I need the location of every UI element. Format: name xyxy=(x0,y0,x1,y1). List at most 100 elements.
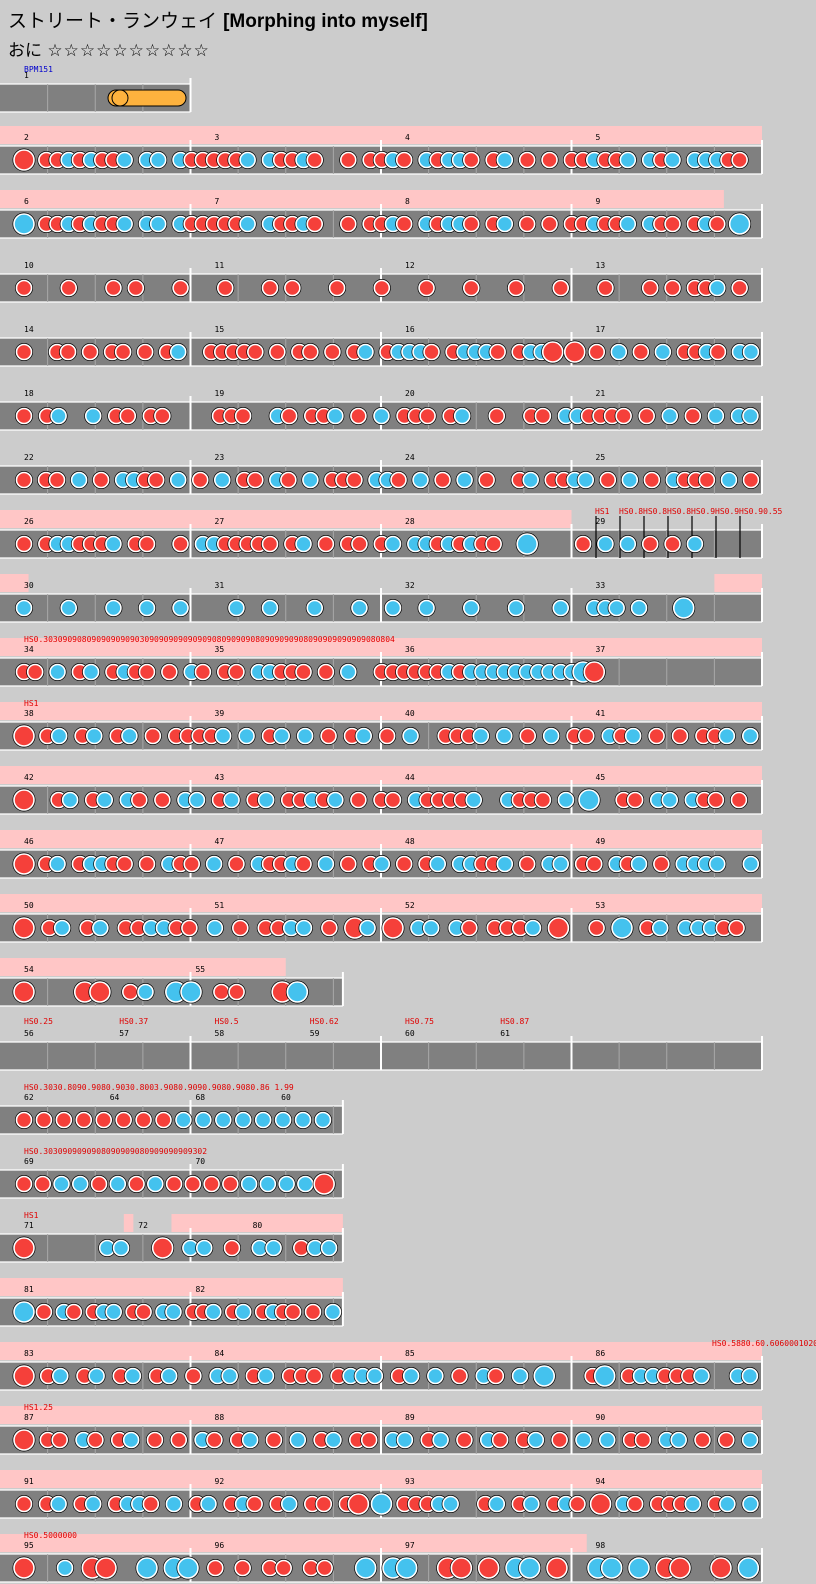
note-outline xyxy=(511,1367,530,1385)
scroll-event-text: HS0.303090908090909090903090909090909090… xyxy=(24,635,395,644)
ka-note xyxy=(456,471,473,489)
ka-note xyxy=(49,855,66,873)
note-outline xyxy=(70,471,89,489)
note-outline xyxy=(283,279,302,297)
scroll-highlight xyxy=(123,1214,134,1232)
measure-number: 62 xyxy=(24,1093,34,1102)
note-outline xyxy=(620,471,639,489)
note-outline xyxy=(15,599,33,617)
note-outline xyxy=(316,855,335,873)
big-don-note xyxy=(13,1237,35,1259)
scroll-highlight xyxy=(0,510,572,528)
note-outline xyxy=(433,471,452,489)
measure-number: 7 xyxy=(215,197,220,206)
note-outline xyxy=(378,727,397,745)
note-outline xyxy=(261,599,279,617)
drumroll-head xyxy=(111,89,129,107)
measure-number: 35 xyxy=(215,645,225,654)
ka-note xyxy=(138,599,156,617)
ka-note xyxy=(239,215,256,233)
note-outline xyxy=(730,279,749,297)
note-outline xyxy=(92,471,111,489)
ka-note xyxy=(239,151,256,169)
don-note xyxy=(541,151,558,169)
don-note xyxy=(261,535,279,553)
note-outline xyxy=(349,407,368,425)
ka-note xyxy=(116,215,133,233)
note-outline xyxy=(487,407,506,425)
note-outline xyxy=(462,151,481,169)
scroll-highlight xyxy=(0,702,762,720)
don-note xyxy=(641,535,659,553)
measure-number: 50 xyxy=(24,901,34,910)
don-note xyxy=(489,343,506,361)
don-note xyxy=(295,663,312,681)
don-note xyxy=(135,1111,152,1129)
don-note xyxy=(146,1431,164,1449)
note-outline xyxy=(254,1111,273,1129)
note-outline xyxy=(663,215,682,233)
ka-note xyxy=(630,599,648,617)
note-outline xyxy=(53,919,72,937)
don-note xyxy=(395,215,413,233)
big-don-note xyxy=(95,1557,117,1579)
scroll-highlight xyxy=(0,830,762,848)
note-outline xyxy=(220,1367,239,1385)
title-subtitle: [Morphing into myself] xyxy=(223,11,428,32)
don-note xyxy=(269,343,286,361)
note-outline xyxy=(153,791,172,809)
note-outline xyxy=(491,1431,510,1449)
note-outline xyxy=(54,1111,73,1129)
note-outline xyxy=(108,1175,127,1193)
don-note xyxy=(154,407,171,425)
ka-note xyxy=(557,791,575,809)
ka-note xyxy=(124,1367,142,1385)
ka-note xyxy=(373,407,390,425)
scroll-event-text: HS0.8 xyxy=(619,507,643,516)
note-outline xyxy=(460,919,479,937)
ka-note xyxy=(257,1367,275,1385)
note-outline xyxy=(741,343,760,361)
ka-note xyxy=(160,1367,178,1385)
measure-number: 25 xyxy=(596,453,606,462)
don-note xyxy=(15,1111,33,1129)
don-note xyxy=(684,407,702,425)
note-outline xyxy=(495,727,514,745)
difficulty-line: おに ☆☆☆☆☆☆☆☆☆☆ xyxy=(8,36,210,61)
note-outline xyxy=(301,471,320,489)
note-outline xyxy=(349,791,368,809)
note-outline xyxy=(274,1111,293,1129)
don-note xyxy=(306,215,324,233)
don-note xyxy=(418,279,435,297)
note-outline xyxy=(464,791,483,809)
don-note xyxy=(534,791,552,809)
note-outline xyxy=(574,1431,593,1449)
measure-number: 22 xyxy=(24,453,34,462)
note-outline xyxy=(642,471,661,489)
don-note xyxy=(15,535,33,553)
don-note xyxy=(135,1303,152,1321)
ka-note xyxy=(664,151,681,169)
measure-number: 21 xyxy=(596,389,606,398)
note-outline xyxy=(339,215,358,233)
measure-number: 48 xyxy=(405,837,415,846)
measure-number: 83 xyxy=(24,1349,34,1358)
measure-number: 53 xyxy=(596,901,606,910)
ka-note xyxy=(577,471,595,489)
don-note xyxy=(55,1111,73,1129)
scroll-speed-label: HS0.75 xyxy=(405,1017,434,1026)
note-outline xyxy=(305,151,324,169)
measure-number: 16 xyxy=(405,325,415,334)
note-outline xyxy=(356,343,375,361)
ka-note xyxy=(359,919,376,937)
big-don-note xyxy=(583,661,606,683)
scroll-highlight xyxy=(0,1342,762,1360)
note-outline xyxy=(214,1111,233,1129)
don-note xyxy=(519,727,537,745)
don-note xyxy=(632,343,650,361)
ka-note xyxy=(84,407,102,425)
note-outline xyxy=(365,1367,384,1385)
note-outline xyxy=(151,1236,175,1260)
don-note xyxy=(90,1175,108,1193)
